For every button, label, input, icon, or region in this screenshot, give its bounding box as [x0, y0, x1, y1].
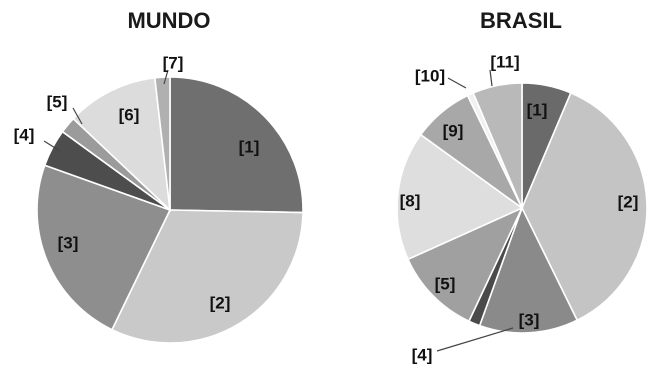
mundo-leader-line-5	[72, 107, 83, 125]
brasil-slice-label-8: [10]	[415, 66, 445, 85]
mundo-slice-label-7: [7]	[163, 53, 184, 72]
mundo-slice-label-1: [1]	[239, 137, 260, 156]
brasil-pie-chart: BRASIL [1] [2] [3] [4] [5] [8] [9] [10] [11]	[396, 8, 648, 364]
brasil-slice-5	[406, 206, 524, 323]
mundo-slice-label-6: [6]	[119, 105, 140, 124]
brasil-slice-label-1: [1]	[527, 100, 548, 119]
mundo-slice-3	[36, 164, 172, 331]
mundo-slice-6	[72, 76, 172, 213]
brasil-slice-3	[478, 205, 579, 334]
brasil-slice-6	[396, 133, 524, 261]
mundo-slice-label-4: [4]	[14, 125, 35, 144]
brasil-slice-9	[472, 82, 523, 209]
mundo-slice-2	[110, 209, 304, 344]
brasil-slice-label-9: [11]	[490, 52, 519, 71]
brasil-slice-label-2: [2]	[618, 192, 639, 211]
brasil-leader-line-4	[436, 327, 514, 352]
mundo-slice-label-3: [3]	[58, 233, 79, 252]
mundo-chart-title: MUNDO	[127, 8, 210, 33]
brasil-leader-line-8	[447, 77, 467, 89]
brasil-slice-label-6: [8]	[400, 191, 421, 210]
mundo-leader-line-4	[43, 140, 61, 152]
brasil-slices	[396, 82, 648, 334]
mundo-slice-label-2: [2]	[210, 293, 231, 312]
brasil-slice-label-3: [3]	[519, 310, 540, 329]
brasil-slice-label-7: [9]	[443, 121, 464, 140]
mundo-slice-1	[169, 76, 304, 214]
brasil-leader-line-9	[489, 69, 493, 87]
brasil-slice-label-4: [4]	[412, 345, 433, 364]
mundo-slice-7	[153, 76, 171, 211]
mundo-slice-label-5: [5]	[47, 92, 68, 111]
brasil-slice-2	[521, 91, 648, 322]
brasil-slice-label-5: [5]	[435, 274, 456, 293]
brasil-chart-title: BRASIL	[480, 8, 562, 33]
mundo-leader-line-7	[163, 69, 169, 85]
mundo-slices	[36, 76, 304, 344]
mundo-pie-chart: MUNDO [1] [2] [3] [4] [5] [6] [7]	[14, 8, 304, 344]
